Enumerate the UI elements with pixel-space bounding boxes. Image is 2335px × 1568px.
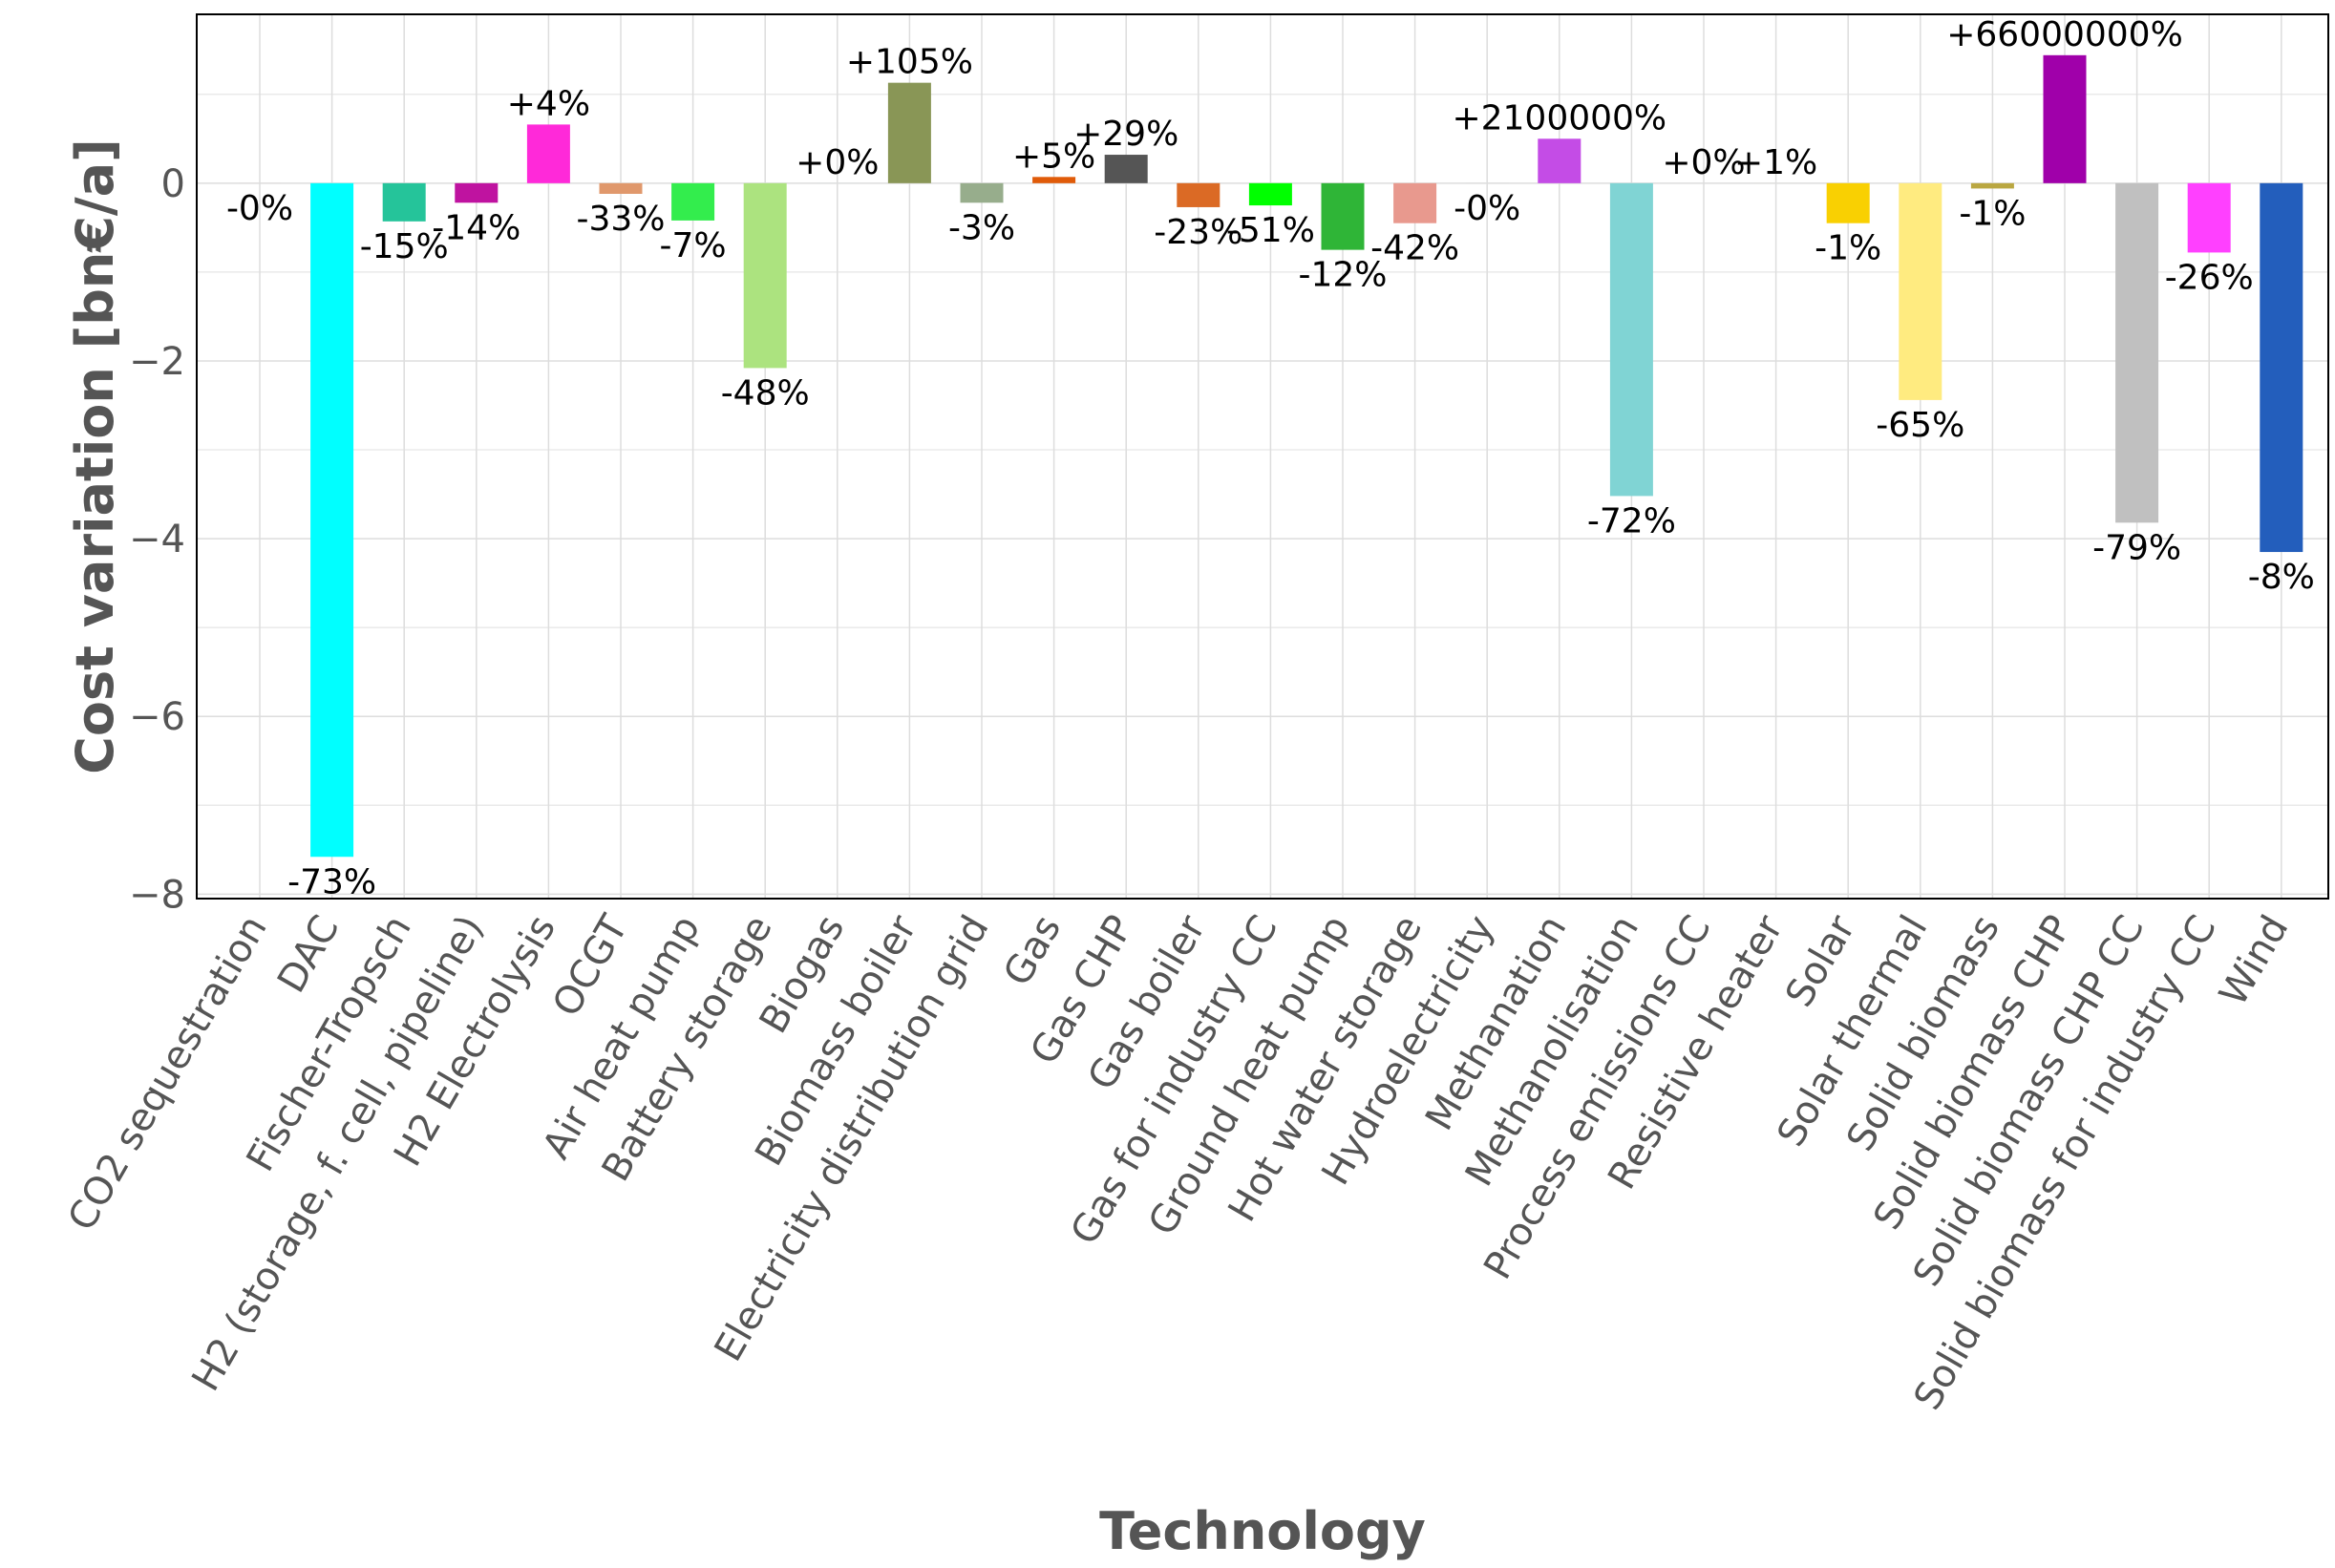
bar-value-label: -33% [576, 200, 665, 239]
bar-value-label: -79% [2092, 528, 2181, 567]
bar-value-label: +105% [846, 43, 973, 82]
bar-value-label: +0% [796, 143, 879, 182]
bar-value-label: -23% [1154, 213, 1242, 252]
bar-value-label: -0% [1454, 189, 1520, 228]
bar [1970, 182, 2014, 189]
x-tick-label: CO2 sequestration [60, 908, 276, 1239]
bar [1393, 182, 1437, 223]
bar-value-label: -1% [1815, 229, 1881, 268]
bar-value-label: -48% [721, 373, 810, 413]
bar-value-label: -26% [2165, 258, 2254, 297]
bar-value-label: -14% [432, 208, 520, 247]
bar [1609, 182, 1653, 497]
bar-value-label: -7% [660, 226, 727, 265]
bar [743, 182, 787, 369]
x-tick-label: Wind [2211, 908, 2297, 1013]
bar-value-label: -15% [360, 227, 449, 266]
bar-value-labels: -0% -73% -15%-14% +4% -33%-7% -48% +0% +105% -3%… [226, 15, 2315, 901]
bar-value-label: +5% [1012, 137, 1095, 176]
bar-value-label: -1% [1959, 194, 2026, 233]
bar-value-label: +2100000% [1452, 98, 1666, 138]
bar [1826, 182, 1870, 223]
bar-value-label: -12% [1298, 256, 1387, 295]
bars [238, 54, 2303, 858]
bar-value-label: +1% [1734, 143, 1817, 182]
bar-value-label: -65% [1876, 406, 1964, 445]
bar-value-label: +29% [1073, 115, 1178, 154]
bar [1321, 182, 1365, 250]
bar [1177, 182, 1221, 207]
x-axis-title: Technology [1099, 1501, 1426, 1561]
x-tick-label: Gas [995, 908, 1070, 993]
bar-value-label: -51% [1226, 211, 1315, 250]
bar-value-label: -72% [1587, 501, 1676, 540]
bar [310, 182, 354, 858]
bar [382, 182, 426, 222]
bar [960, 182, 1004, 203]
bar-value-label: +4% [507, 84, 590, 123]
bar-value-label: -73% [287, 862, 376, 901]
bar [2115, 182, 2159, 523]
bar [599, 182, 643, 194]
y-axis-title: Cost variation [bn€/a] [65, 138, 125, 774]
bar [1104, 155, 1148, 183]
bar [671, 182, 715, 221]
grid-lines [197, 14, 2328, 899]
bar [1899, 182, 1942, 400]
y-axis-ticks: 0 −2 −4 −6 −8 [129, 162, 185, 918]
bar-value-label: -42% [1370, 229, 1459, 268]
y-tick-label: −2 [129, 340, 185, 384]
bar-value-label: -8% [2248, 558, 2315, 597]
bar [526, 124, 570, 183]
bar [1248, 182, 1292, 206]
bar [1538, 138, 1581, 183]
y-tick-label: 0 [161, 162, 185, 206]
bar-value-label: -0% [226, 189, 293, 228]
y-tick-label: −8 [129, 873, 185, 917]
bar-value-label: -3% [948, 208, 1015, 247]
bar [2187, 182, 2231, 253]
y-tick-label: −6 [129, 695, 185, 739]
bar [2043, 54, 2087, 183]
bar-value-label: +66000000% [1946, 15, 2183, 54]
y-tick-label: −4 [129, 518, 185, 562]
bar [887, 82, 931, 183]
bar-value-label: +0% [1662, 143, 1745, 182]
bar [1032, 177, 1076, 183]
bar [455, 182, 499, 203]
bar [2260, 182, 2303, 553]
plot-frame [196, 13, 2329, 900]
